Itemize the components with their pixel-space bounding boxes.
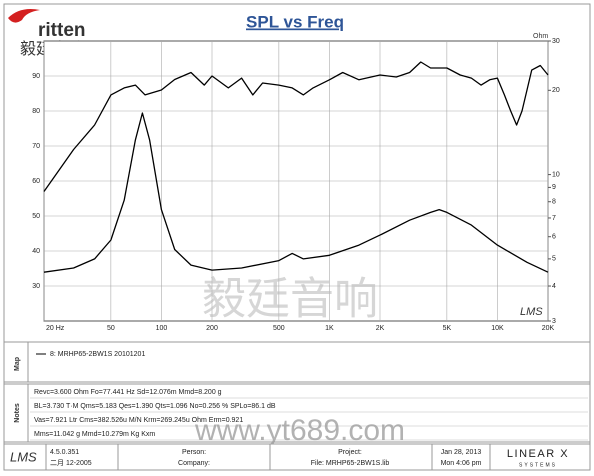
y2-tick-label: 10 (552, 171, 560, 178)
x-tick-label: 5K (443, 325, 452, 332)
project: Project: (338, 449, 362, 456)
y-tick-label: 40 (32, 248, 40, 255)
data-line (43, 61, 549, 192)
brand: LINEAR X (507, 448, 569, 460)
x-tick-label: 50 (107, 325, 115, 332)
y2-tick-label: 3 (552, 318, 556, 325)
watermark-chinese: 毅廷音响 (202, 275, 378, 324)
map-heading: Map (14, 357, 21, 371)
x-tick-label: 500 (273, 325, 285, 332)
footer (3, 443, 591, 471)
footer-logo: LMS (10, 449, 37, 464)
file: File: MRHP65-2BW1S.lib (311, 460, 390, 467)
notes-heading: Notes (14, 403, 21, 423)
y2-tick-label: 8 (552, 199, 556, 206)
y2-axis-label: Ohm (533, 33, 548, 40)
x-tick-label: 2K (376, 325, 385, 332)
brand-sub: SYSTEMS (519, 462, 557, 468)
logo-swoosh (8, 9, 40, 23)
data-line (43, 112, 549, 273)
y-tick-label: 90 (32, 73, 40, 80)
version: 4.5.0.351 (50, 449, 79, 456)
person: Person: (182, 449, 206, 456)
y2-tick-label: 4 (552, 283, 556, 290)
y2-tick-label: 20 (552, 87, 560, 94)
y2-tick-label: 30 (552, 38, 560, 45)
note-line: BL=3.730 T·M Qms=5.183 Qes=1.390 Qts=1.0… (34, 403, 276, 410)
logo-text: ritten (38, 20, 86, 41)
company: Company: (178, 460, 210, 467)
y-tick-label: 50 (32, 213, 40, 220)
note-line: Vas=7.921 Ltr Cms=382.526u M/N Krm=269.2… (34, 417, 243, 424)
y2-tick-label: 5 (552, 256, 556, 263)
legend-entry: 8: MRHP65-2BW1S 20101201 (50, 351, 145, 358)
saved-date: Jan 28, 2013 (441, 449, 482, 456)
y2-tick-label: 7 (552, 215, 556, 222)
x-tick-label: 100 (156, 325, 168, 332)
build-date: 二月 12-2005 (50, 459, 92, 467)
y-tick-label: 60 (32, 178, 40, 185)
y-tick-label: 30 (32, 283, 40, 290)
x-tick-label: 1K (325, 325, 334, 332)
map-panel (3, 341, 591, 383)
x-tick-label: 10K (491, 325, 504, 332)
y2-tick-label: 9 (552, 184, 556, 191)
saved-time: Mon 4:06 pm (441, 460, 482, 467)
x-tick-label: 200 (206, 325, 218, 332)
y2-tick-label: 6 (552, 234, 556, 241)
x-tick-label: 20K (542, 325, 555, 332)
chart-title: SPL vs Freq (246, 12, 344, 31)
y-tick-label: 80 (32, 108, 40, 115)
notes-panel (3, 383, 591, 443)
y-tick-label: 70 (32, 143, 40, 150)
x-tick-label: 20 Hz (46, 325, 65, 332)
plot-label: LMS (520, 306, 543, 318)
note-line: Revc=3.600 Ohm Fo=77.441 Hz Sd=12.076m M… (34, 389, 222, 396)
note-line: Mms=11.042 g Mmd=10.279m Kg Kxm (34, 431, 155, 438)
watermark-url: www.yt689.com (194, 414, 405, 447)
